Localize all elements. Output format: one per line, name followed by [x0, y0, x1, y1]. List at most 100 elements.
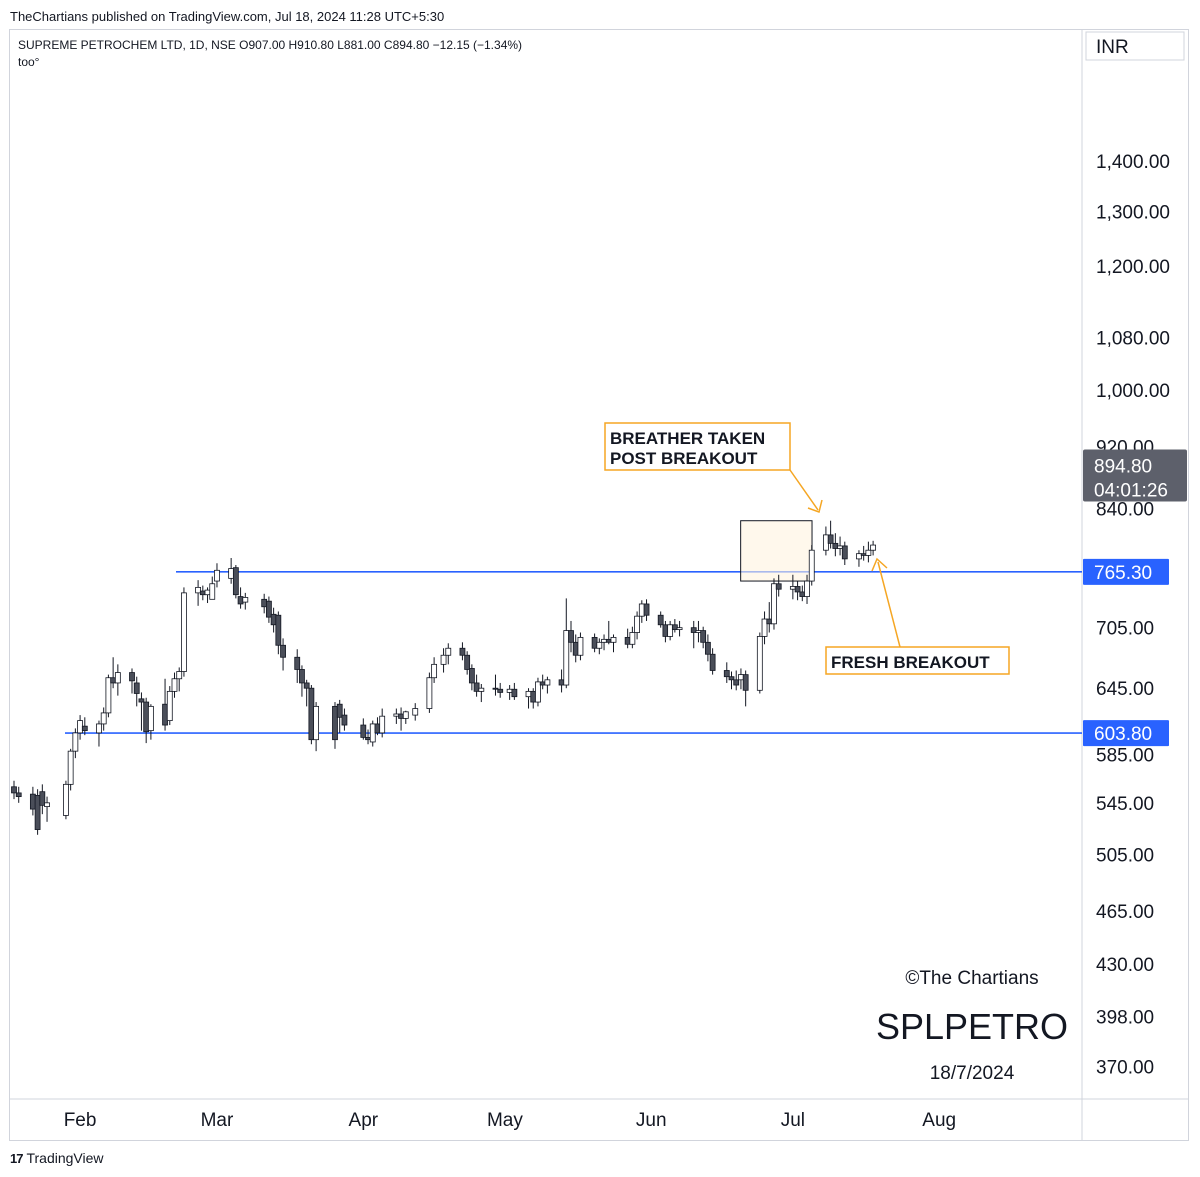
currency-box[interactable] — [1085, 31, 1185, 61]
candle[interactable] — [133, 676, 140, 707]
candle[interactable] — [214, 563, 220, 588]
candle[interactable] — [303, 679, 310, 707]
candle[interactable] — [129, 668, 135, 694]
candle[interactable] — [511, 682, 518, 700]
candle[interactable] — [709, 648, 716, 675]
candle[interactable] — [605, 620, 612, 645]
candle[interactable] — [402, 710, 409, 724]
candle[interactable] — [299, 665, 305, 697]
candle[interactable] — [138, 692, 145, 731]
candle[interactable] — [766, 602, 773, 633]
candle[interactable] — [63, 780, 69, 820]
candle[interactable] — [15, 786, 22, 803]
candle[interactable] — [459, 642, 466, 661]
candle[interactable] — [733, 670, 740, 691]
candle[interactable] — [176, 667, 183, 692]
candle[interactable] — [624, 628, 631, 649]
candle[interactable] — [629, 626, 636, 649]
candle[interactable] — [209, 576, 216, 600]
candle[interactable] — [426, 672, 433, 713]
candle[interactable] — [723, 662, 730, 683]
candle[interactable] — [832, 533, 839, 557]
candle[interactable] — [610, 634, 617, 653]
candle[interactable] — [671, 619, 678, 633]
candle[interactable] — [468, 664, 475, 691]
candle[interactable] — [280, 638, 286, 671]
candle[interactable] — [667, 620, 674, 641]
candle[interactable] — [756, 632, 763, 694]
candle[interactable] — [601, 634, 607, 651]
candle[interactable] — [114, 664, 121, 696]
candle[interactable] — [799, 585, 806, 602]
candle[interactable] — [596, 638, 603, 655]
candle[interactable] — [171, 672, 178, 698]
candle[interactable] — [634, 611, 640, 640]
candle[interactable] — [473, 674, 480, 697]
candle[interactable] — [34, 789, 41, 835]
candle[interactable] — [506, 685, 513, 700]
candle[interactable] — [690, 620, 697, 649]
candle[interactable] — [676, 620, 683, 637]
candle[interactable] — [837, 536, 843, 556]
candle[interactable] — [728, 671, 735, 690]
candle[interactable] — [865, 541, 872, 563]
candle[interactable] — [96, 720, 102, 747]
candle[interactable] — [232, 565, 239, 599]
candle[interactable] — [808, 545, 815, 586]
candle[interactable] — [81, 717, 88, 736]
candle[interactable] — [77, 715, 83, 740]
candle[interactable] — [530, 688, 537, 709]
candle[interactable] — [365, 729, 371, 745]
candle[interactable] — [270, 607, 277, 633]
candle[interactable] — [761, 611, 768, 645]
candle[interactable] — [440, 648, 447, 673]
candle[interactable] — [341, 708, 348, 731]
candle[interactable] — [464, 651, 471, 675]
candle[interactable] — [143, 697, 150, 744]
candle[interactable] — [638, 600, 645, 623]
candle[interactable] — [662, 620, 669, 643]
candle[interactable] — [275, 611, 282, 655]
candle[interactable] — [535, 677, 541, 707]
candle[interactable] — [544, 676, 551, 694]
candle[interactable] — [162, 678, 168, 731]
candle[interactable] — [308, 685, 315, 745]
candle[interactable] — [237, 587, 244, 609]
candle[interactable] — [577, 632, 584, 661]
candle[interactable] — [360, 718, 367, 740]
candle[interactable] — [539, 674, 546, 690]
candle[interactable] — [199, 585, 206, 601]
candle[interactable] — [374, 717, 381, 736]
candle[interactable] — [804, 574, 810, 604]
candle[interactable] — [369, 720, 376, 747]
candle[interactable] — [771, 578, 777, 630]
candle[interactable] — [591, 633, 598, 653]
candle[interactable] — [841, 541, 848, 566]
candle[interactable] — [228, 558, 235, 584]
candle[interactable] — [568, 620, 574, 653]
candle[interactable] — [775, 574, 782, 597]
candle[interactable] — [827, 520, 834, 549]
candle[interactable] — [44, 796, 50, 822]
candle[interactable] — [563, 598, 570, 689]
candle[interactable] — [261, 593, 268, 614]
candle[interactable] — [110, 657, 117, 689]
candle[interactable] — [72, 728, 79, 759]
candle[interactable] — [738, 668, 744, 690]
candle[interactable] — [379, 708, 386, 738]
candle[interactable] — [478, 683, 485, 703]
candle[interactable] — [657, 611, 664, 628]
candle[interactable] — [166, 686, 173, 726]
candle[interactable] — [313, 702, 320, 752]
candle[interactable] — [336, 699, 343, 733]
candle[interactable] — [572, 634, 579, 663]
candle[interactable] — [29, 786, 36, 816]
candle[interactable] — [100, 707, 107, 731]
tradingview-footer[interactable]: 17 TradingView — [10, 1150, 104, 1166]
candle[interactable] — [700, 626, 707, 649]
candle[interactable] — [393, 708, 400, 724]
candle[interactable] — [558, 669, 565, 693]
candle[interactable] — [823, 526, 829, 556]
candle[interactable] — [794, 581, 801, 601]
